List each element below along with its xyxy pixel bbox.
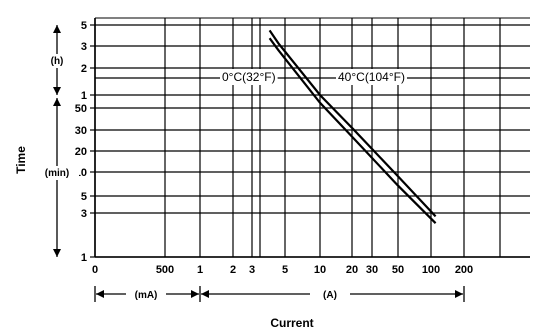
minutes-unit-arrow-bottom [53,249,61,257]
y-tick-label: 3 [81,41,87,53]
x-axis-title: Current [270,316,313,330]
y-tick-label: 5 [81,20,87,32]
x-tick-label: 200 [455,264,473,276]
hours-unit-label: (h) [51,56,64,67]
minutes-unit-label: (min) [45,168,69,179]
a-unit-arrow-left [201,290,209,298]
y-tick-label: 1 [81,252,87,264]
y-tick-label: 2 [81,63,87,75]
y-tick-label: 3 [81,208,87,220]
a-unit-label: (A) [323,290,337,301]
x-tick-label: 30 [366,264,378,276]
x-tick-label: 0 [92,264,98,276]
series-label-0c: 0°C(32°F) [222,70,276,84]
y-tick-label: 30 [75,125,87,137]
ma-unit-label: (mA) [135,290,158,301]
minutes-unit-arrow-top [53,98,61,106]
y-axis-title: Time [14,146,28,174]
x-tick-label: 50 [392,264,404,276]
y-tick-label: 5 [81,191,87,203]
ma-unit-arrow-left [96,290,104,298]
y-tick-label: 50 [75,103,87,115]
x-tick-label: 3 [249,264,255,276]
series-label-40c: 40°C(104°F) [338,70,405,84]
x-tick-label: 20 [346,264,358,276]
y-tick-label: 1 [81,90,87,102]
a-unit-arrow-right [455,290,463,298]
x-tick-label: 5 [282,264,288,276]
x-tick-label: 1 [197,264,203,276]
hours-unit-arrow-top [53,25,61,33]
ma-unit-arrow-right [191,290,199,298]
unit-indicators: (h) (min) (mA) (A) [35,25,464,302]
y-tick-label: 20 [75,146,87,158]
x-tick-label: 500 [156,264,174,276]
x-tick-label: 10 [314,264,326,276]
x-tick-label: 100 [422,264,440,276]
hours-unit-arrow-bottom [53,87,61,95]
x-tick-label: 2 [230,264,236,276]
grid [90,18,530,257]
